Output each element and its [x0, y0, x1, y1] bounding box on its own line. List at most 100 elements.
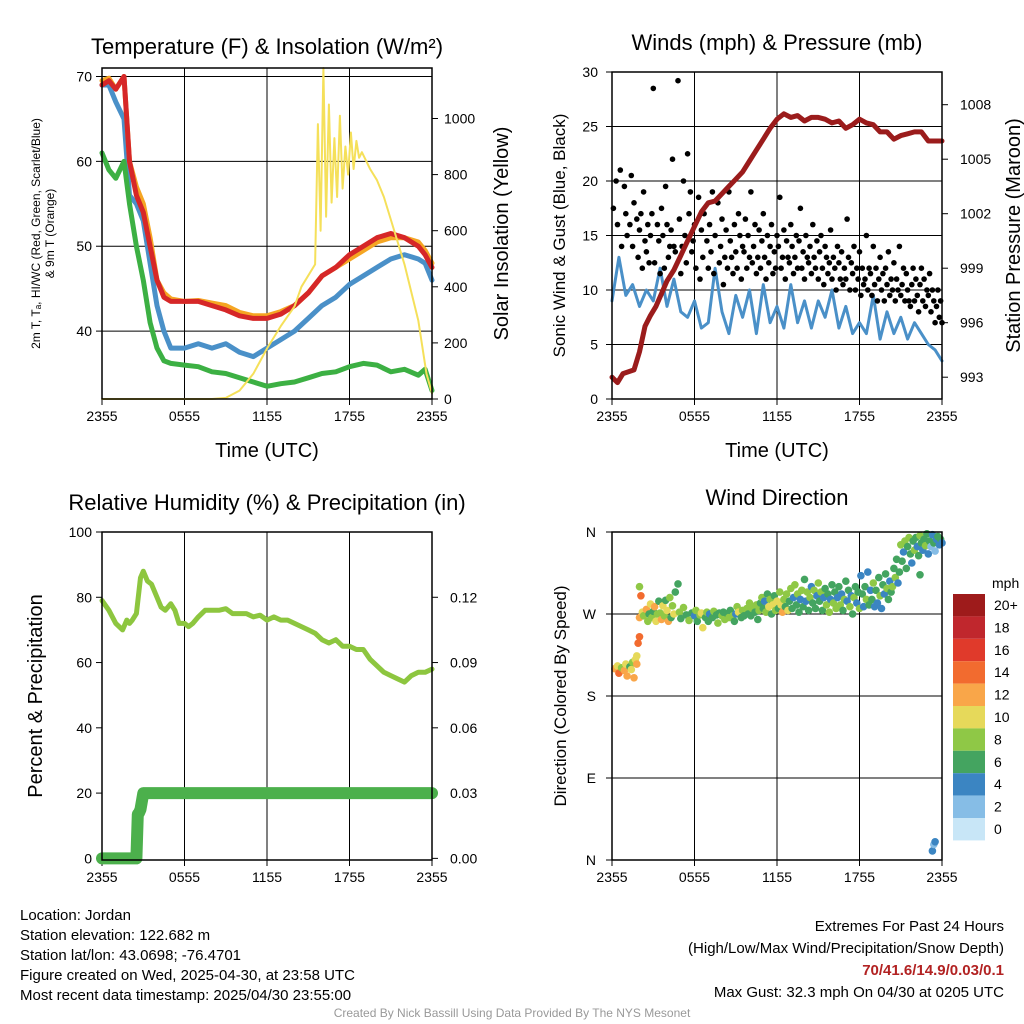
gust-point [870, 243, 877, 250]
gust-point [675, 77, 681, 84]
direction-point [931, 547, 939, 555]
gust-point [903, 270, 910, 277]
gust-point [738, 276, 745, 282]
gust-point [848, 260, 855, 266]
gust-point [911, 298, 918, 304]
station-elevation: Station elevation: 122.682 m [20, 927, 211, 944]
gust-point [907, 303, 914, 310]
gust-point [678, 270, 684, 277]
gust-point [826, 260, 833, 266]
plot-frame [611, 531, 943, 861]
gust-point [902, 298, 908, 304]
chart-title: Winds (mph) & Pressure (mb) [632, 30, 923, 55]
gust-point [904, 287, 911, 293]
direction-point [635, 633, 644, 641]
gust-point [865, 287, 871, 293]
gust-point [921, 276, 927, 282]
direction-point [792, 601, 801, 609]
colorbar-label: 2 [994, 799, 1002, 815]
x-tick-label: 0555 [169, 869, 200, 885]
direction-point [668, 602, 677, 610]
gust-point [815, 276, 822, 282]
gust-point [662, 183, 669, 190]
gust-point [631, 200, 637, 206]
direction-point [902, 564, 911, 573]
x-tick-label: 1755 [334, 408, 365, 424]
gust-point [705, 265, 712, 272]
gust-point [900, 265, 907, 272]
y2-tick-label: 993 [960, 369, 984, 385]
gust-point [634, 216, 640, 222]
gust-point [845, 254, 852, 261]
gust-point [933, 303, 940, 310]
gust-point [750, 243, 757, 250]
direction-point [804, 606, 813, 615]
gust-point [800, 249, 806, 255]
direction-point [674, 580, 682, 588]
colorbar-swatch [953, 818, 985, 841]
y-tick-label: 60 [76, 655, 92, 671]
y2-tick-label: 400 [444, 279, 468, 295]
gust-point [746, 254, 753, 261]
temperature-insolation-chart: Temperature (F) & Insolation (W/m²)2355 0… [29, 34, 513, 462]
gust-point [716, 260, 723, 266]
colorbar-swatch [953, 773, 985, 796]
y-tick-label: 0 [84, 850, 92, 866]
gust-point [881, 298, 888, 304]
gust-point [838, 249, 845, 255]
colorbar-swatch [953, 706, 985, 729]
gust-point [645, 221, 651, 228]
x-tick-label: 2355 [416, 408, 447, 424]
gust-point [647, 232, 654, 239]
gust-point [909, 281, 915, 288]
colorbar-swatch [953, 594, 985, 617]
gust-point [739, 243, 746, 250]
gust-point [889, 287, 896, 293]
direction-point [814, 579, 823, 587]
gust-point [668, 227, 674, 233]
gust-point [877, 254, 883, 261]
chart-title: Relative Humidity (%) & Precipitation (i… [68, 490, 465, 515]
x-tick-label: 1155 [762, 408, 792, 424]
gust-point [871, 281, 878, 288]
y-axis-label-line: & 9m T (Orange) [43, 189, 57, 279]
gust-point [700, 254, 706, 261]
gust-point [742, 216, 749, 222]
plot-frame [101, 531, 433, 861]
direction-point [699, 623, 707, 632]
x-tick-label: 2355 [596, 869, 627, 885]
speed-colorbar: mph 20+ 18 16 14 12 10 8 6 4 2 0 [953, 575, 1019, 841]
gust-point [734, 265, 740, 272]
gust-point [697, 276, 703, 282]
direction-point [881, 570, 890, 578]
gust-point [849, 270, 856, 277]
gust-point [722, 254, 728, 261]
gust-point [775, 243, 782, 250]
y2-tick-label: 0.12 [450, 589, 477, 605]
gust-point [614, 221, 621, 228]
colorbar-label: 18 [994, 619, 1010, 635]
gust-point [687, 189, 694, 195]
direction-point [848, 610, 857, 618]
gust-point [756, 227, 762, 233]
gust-point [840, 281, 846, 288]
direction-point [634, 639, 642, 647]
gust-point [741, 249, 747, 255]
gust-point [660, 232, 666, 239]
direction-point [795, 608, 803, 616]
gust-point [917, 281, 923, 288]
direction-point [903, 542, 912, 551]
gust-point [689, 249, 695, 255]
y-axis-label: Sonic Wind & Gust (Blue, Black) [550, 114, 569, 358]
direction-point [875, 573, 883, 582]
colorbar-swatch [953, 750, 985, 774]
gust-point [682, 232, 688, 239]
gust-point [928, 309, 934, 315]
gust-point [623, 210, 629, 217]
gust-point [650, 85, 657, 92]
direction-point [666, 593, 674, 602]
x-tick-label: 2355 [86, 869, 117, 885]
y-axis-label: Direction (Colored By Speed) [551, 585, 570, 806]
x-tick-label: 1155 [252, 869, 282, 885]
gust-point [924, 287, 930, 293]
